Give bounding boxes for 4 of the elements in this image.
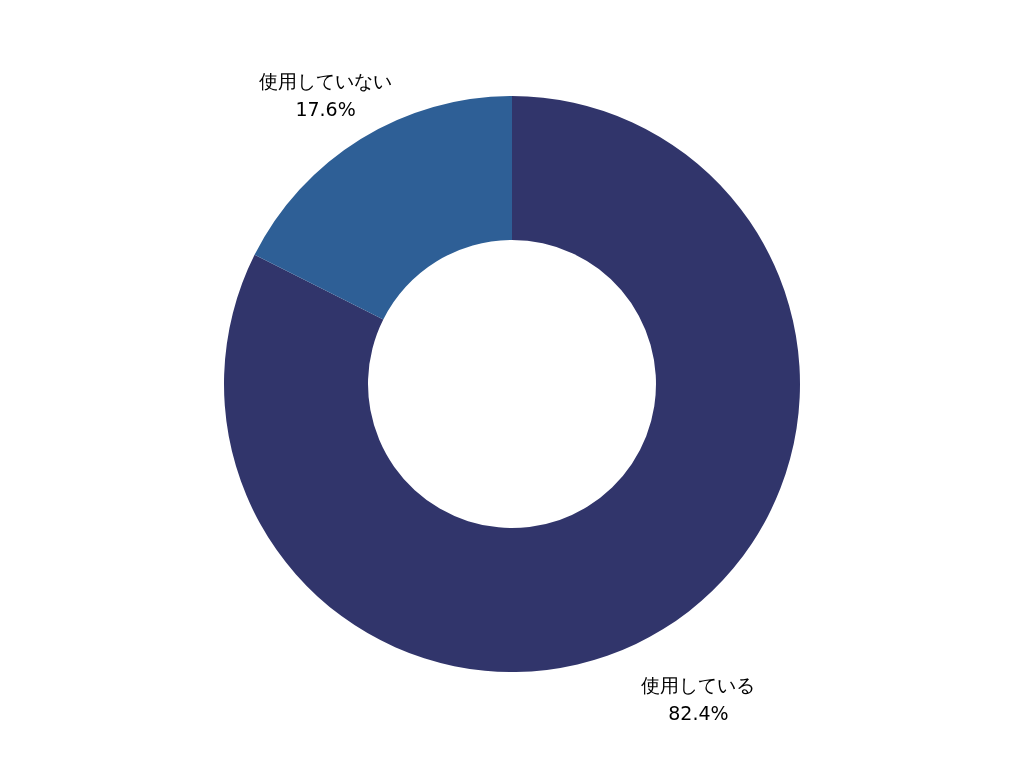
- data-label: 82.4%: [668, 702, 729, 725]
- slice-label: 使用していない: [259, 69, 393, 92]
- data-label: 17.6%: [295, 97, 356, 120]
- slice-label: 使用している: [641, 674, 756, 697]
